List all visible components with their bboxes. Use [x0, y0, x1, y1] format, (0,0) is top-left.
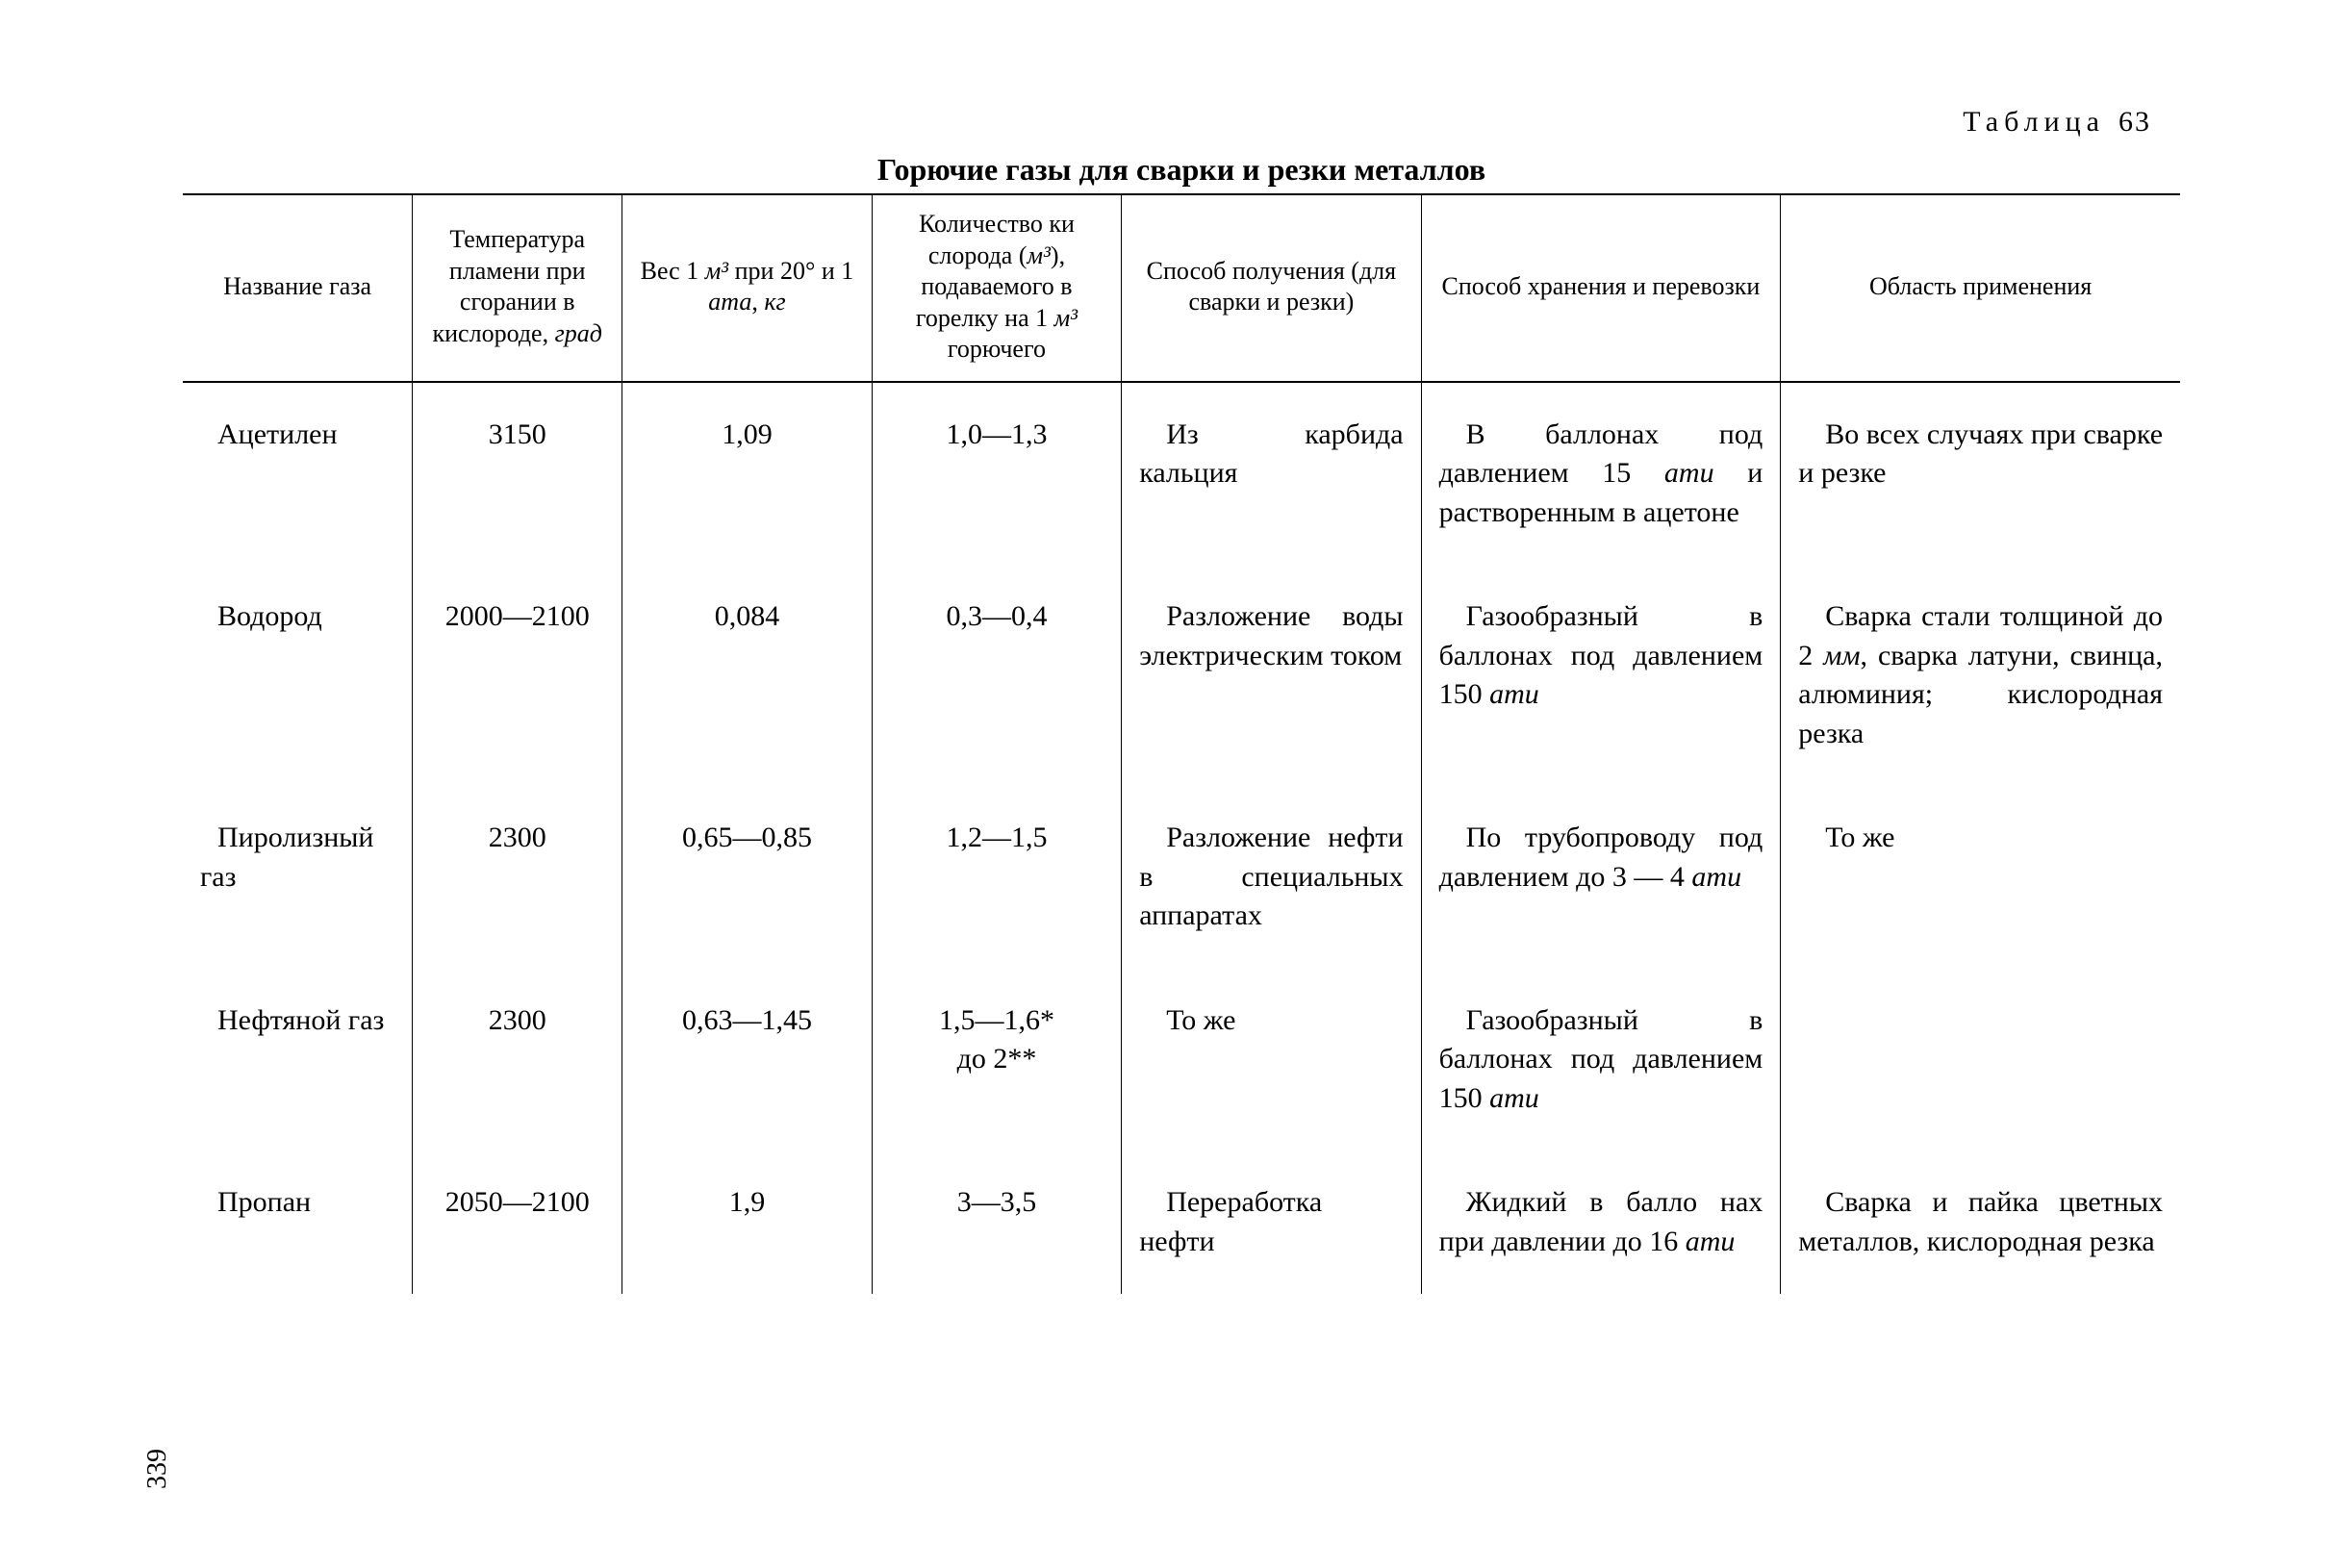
cell-r1-c0: Водород	[183, 565, 413, 786]
cell-r1-c2: 0,084	[622, 565, 873, 786]
gases-table: Название газаТемпература пламени при сго…	[183, 193, 2180, 1294]
cell-r2-c0: Пиролизный газ	[183, 786, 413, 969]
col-header-2: Вес 1 м³ при 20° и 1 ата, кг	[622, 194, 873, 382]
col-header-5: Способ хранения и перевозки	[1421, 194, 1781, 382]
table-label-word: Таблица	[1963, 106, 2105, 138]
table-row: Водород2000—21000,0840,3—0,4Разложение в…	[183, 565, 2180, 786]
cell-r0-c3: 1,0—1,3	[872, 382, 1122, 566]
col-header-0: Название газа	[183, 194, 413, 382]
cell-r4-c2: 1,9	[622, 1151, 873, 1294]
col-header-1: Температура пламени при сгорании в кисло…	[413, 194, 622, 382]
cell-r1-c1: 2000—2100	[413, 565, 622, 786]
cell-r3-c2: 0,63—1,45	[622, 969, 873, 1151]
cell-r4-c4: Переработ­ка нефти	[1122, 1151, 1421, 1294]
col-header-4: Способ получения (для сварки и резки)	[1122, 194, 1421, 382]
cell-r0-c4: Из карбида кальция	[1122, 382, 1421, 566]
cell-r3-c6	[1781, 969, 2180, 1151]
cell-r1-c5: Газообразный в баллонах под давлени­ем 1…	[1421, 565, 1781, 786]
cell-r2-c3: 1,2—1,5	[872, 786, 1122, 969]
cell-r3-c1: 2300	[413, 969, 622, 1151]
cell-r2-c2: 0,65—0,85	[622, 786, 873, 969]
table-row: Нефтяной газ23000,63—1,451,5—1,6*до 2**Т…	[183, 969, 2180, 1151]
page-number: 339	[142, 1449, 173, 1489]
table-row: Пропан2050—21001,93—3,5Переработ­ка нефт…	[183, 1151, 2180, 1294]
cell-r2-c6: То же	[1781, 786, 2180, 969]
cell-r3-c5: Газообразный в баллонах под давлени­ем 1…	[1421, 969, 1781, 1151]
cell-r1-c6: Сварка стали тол­щиной до 2 мм, свар­ка …	[1781, 565, 2180, 786]
col-header-3: Количество ки слорода (м³), подаваемого …	[872, 194, 1122, 382]
table-head: Название газаТемпература пламени при сго…	[183, 194, 2180, 382]
cell-r2-c5: По трубопроводу под давлением до 3 — 4 а…	[1421, 786, 1781, 969]
cell-r3-c0: Нефтяной газ	[183, 969, 413, 1151]
table-title: Горючие газы для сварки и резки металлов	[183, 152, 2180, 188]
table-label: Таблица 63	[183, 106, 2180, 139]
cell-r4-c3: 3—3,5	[872, 1151, 1122, 1294]
cell-r0-c2: 1,09	[622, 382, 873, 566]
cell-r1-c4: Разложение воды электриче­ским током	[1122, 565, 1421, 786]
cell-r3-c4: То же	[1122, 969, 1421, 1151]
cell-r0-c6: Во всех случаях при сварке и резке	[1781, 382, 2180, 566]
table-label-num: 63	[2118, 106, 2151, 138]
col-header-6: Область применения	[1781, 194, 2180, 382]
cell-r4-c6: Сварка и пайка цветных металлов, кислоро…	[1781, 1151, 2180, 1294]
cell-r0-c1: 3150	[413, 382, 622, 566]
cell-r4-c0: Пропан	[183, 1151, 413, 1294]
cell-r1-c3: 0,3—0,4	[872, 565, 1122, 786]
header-row: Название газаТемпература пламени при сго…	[183, 194, 2180, 382]
table-body: Ацетилен31501,091,0—1,3Из карбида кальци…	[183, 382, 2180, 1295]
cell-r2-c4: Разложение нефти в специ­альных аппара­т…	[1122, 786, 1421, 969]
cell-r4-c1: 2050—2100	[413, 1151, 622, 1294]
cell-r0-c5: В баллонах под давлением 15 ати и раство…	[1421, 382, 1781, 566]
cell-r3-c3: 1,5—1,6*до 2**	[872, 969, 1122, 1151]
cell-r0-c0: Ацетилен	[183, 382, 413, 566]
cell-r2-c1: 2300	[413, 786, 622, 969]
cell-r4-c5: Жидкий в балло нах при давлении до 16 ат…	[1421, 1151, 1781, 1294]
table-row: Ацетилен31501,091,0—1,3Из карбида кальци…	[183, 382, 2180, 566]
table-row: Пиролизный газ23000,65—0,851,2—1,5Разлож…	[183, 786, 2180, 969]
